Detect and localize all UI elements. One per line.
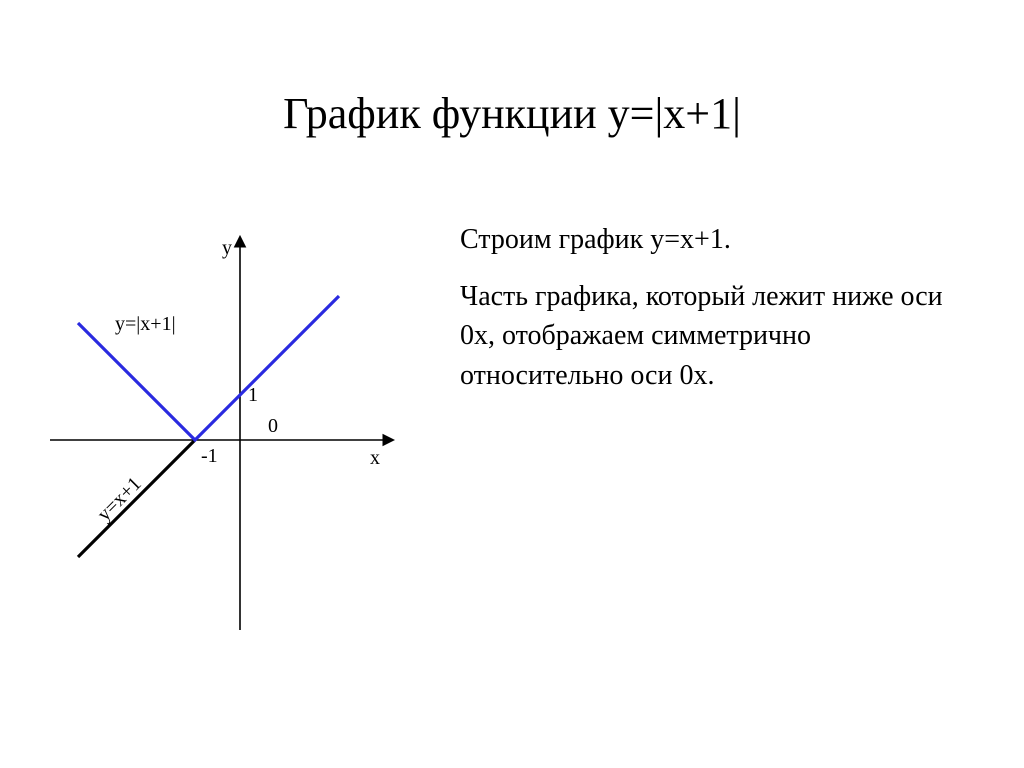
origin-label: 0: [268, 415, 278, 437]
description-p1: Строим график y=x+1.: [460, 220, 960, 259]
x-tick-minus1: -1: [201, 445, 218, 467]
line-y=x+1: [78, 440, 195, 557]
chart-container: yx0-11y=|x+1|y=x+1: [40, 230, 440, 650]
line-label-abs: y=|x+1|: [115, 313, 176, 335]
x-axis-label: x: [370, 447, 380, 469]
description: Строим график y=x+1. Часть графика, кото…: [460, 220, 960, 413]
chart-svg: yx0-11y=|x+1|y=x+1: [40, 230, 440, 650]
page: График функции y=|x+1| yx0-11y=|x+1|y=x+…: [0, 0, 1024, 768]
description-p2: Часть графика, который лежит ниже оси 0x…: [460, 277, 960, 395]
y-tick-1: 1: [248, 384, 258, 406]
y-axis-label: y: [222, 237, 232, 259]
page-title: График функции y=|x+1|: [0, 88, 1024, 139]
plot-lines: [78, 296, 339, 557]
axes: [50, 240, 390, 630]
